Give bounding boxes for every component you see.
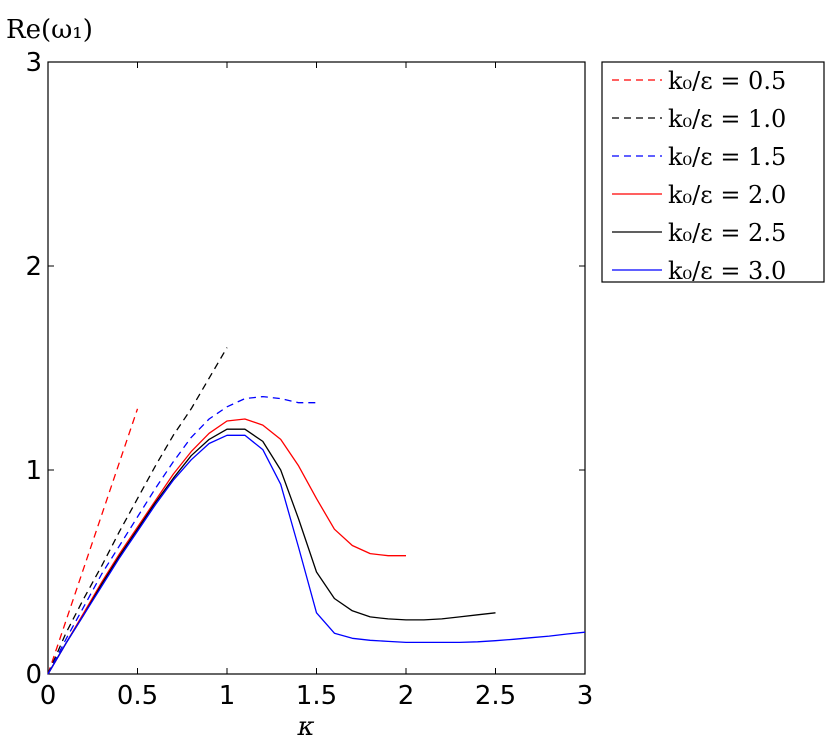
legend-box [601,61,825,283]
x-tick-label: 2.5 [475,681,516,711]
legend-entries: k₀/ε = 0.5 k₀/ε = 1.0 k₀/ε = 1.5 k₀/ε = 2.0… [612,67,786,285]
legend-label-2: k₀/ε = 1.0 [668,105,786,133]
y-tick-label: 0 [25,660,42,690]
plot-area-frame [47,61,586,675]
series-line-1 [47,408,139,675]
y-axis-label: Re(ω₁) [6,15,93,45]
legend-label-5: k₀/ε = 2.5 [668,219,786,247]
tick-marks [47,61,586,675]
x-tick-label: 1.5 [296,681,337,711]
x-tick-labels: 0 0.5 1 1.5 2 2.5 3 [40,681,594,711]
series-lines [47,347,586,675]
y-tick-label: 2 [25,252,42,282]
legend: k₀/ε = 0.5 k₀/ε = 1.0 k₀/ε = 1.5 k₀/ε = 2.0… [601,61,825,285]
legend-label-1: k₀/ε = 0.5 [668,67,786,95]
series-line-4 [47,418,406,675]
series-line-2 [47,347,228,675]
x-tick-label: 0.5 [117,681,158,711]
y-tick-labels: 0 1 2 3 [25,48,42,690]
legend-label-3: k₀/ε = 1.5 [668,143,786,171]
x-tick-label: 3 [577,681,594,711]
legend-label-4: k₀/ε = 2.0 [668,181,786,209]
x-tick-label: 0 [40,681,57,711]
legend-label-6: k₀/ε = 3.0 [668,257,786,285]
y-tick-label: 1 [25,456,42,486]
series-line-3 [47,395,317,675]
series-line-6 [47,434,586,675]
x-tick-label: 2 [398,681,415,711]
y-tick-label: 3 [25,48,42,78]
series-line-5 [47,428,496,675]
x-tick-label: 1 [219,681,236,711]
x-axis-label: κ [296,712,314,740]
